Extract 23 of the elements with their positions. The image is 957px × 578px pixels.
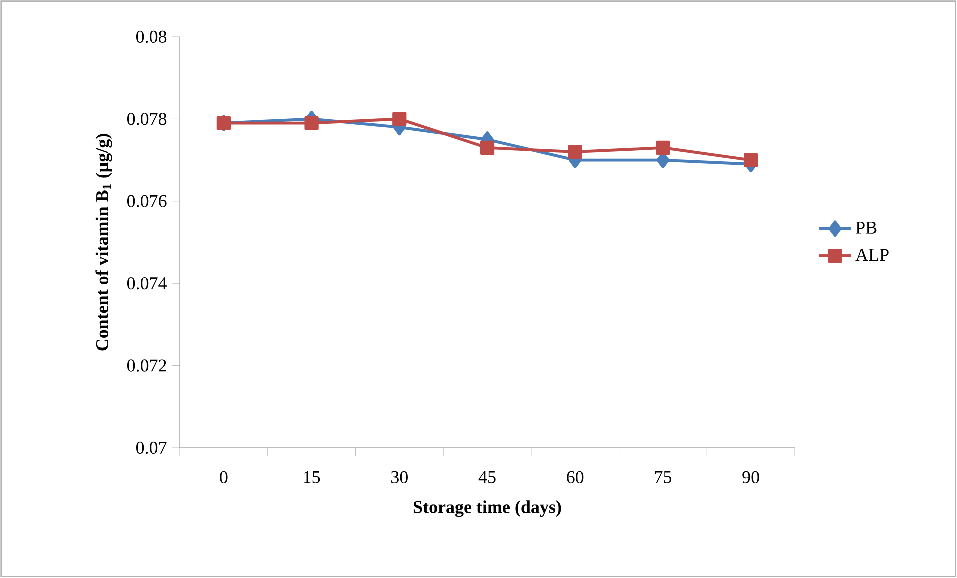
x-axis-title: Storage time (days)	[414, 500, 562, 518]
point	[568, 145, 582, 160]
y-tick-label: 0.08	[136, 30, 167, 44]
point	[304, 116, 319, 130]
point	[744, 153, 758, 168]
point	[392, 112, 407, 126]
x-tick-label: 30	[392, 471, 408, 484]
x-tick-label: 75	[655, 471, 672, 484]
x-tick-label: 45	[478, 471, 496, 484]
point	[480, 140, 495, 156]
y-tick-label: 0.07	[136, 442, 167, 454]
legend-label: ALP	[856, 249, 889, 261]
y-tick-label: 0.078	[127, 113, 167, 126]
x-tick-label: 60	[567, 471, 584, 484]
x-tick-label: 0	[220, 471, 228, 484]
y-tick-label: 0.072	[127, 360, 166, 372]
point	[656, 140, 670, 156]
x-tick-label: 15	[304, 471, 320, 484]
y-axis-title: Content of vitamin B$_{1}$ (µg/g)	[96, 134, 112, 351]
y-tick-label: 0.076	[127, 195, 167, 208]
legend-label: PB	[856, 222, 877, 234]
x-tick-label: 90	[742, 471, 760, 484]
y-tick-label: 0.074	[127, 277, 168, 290]
